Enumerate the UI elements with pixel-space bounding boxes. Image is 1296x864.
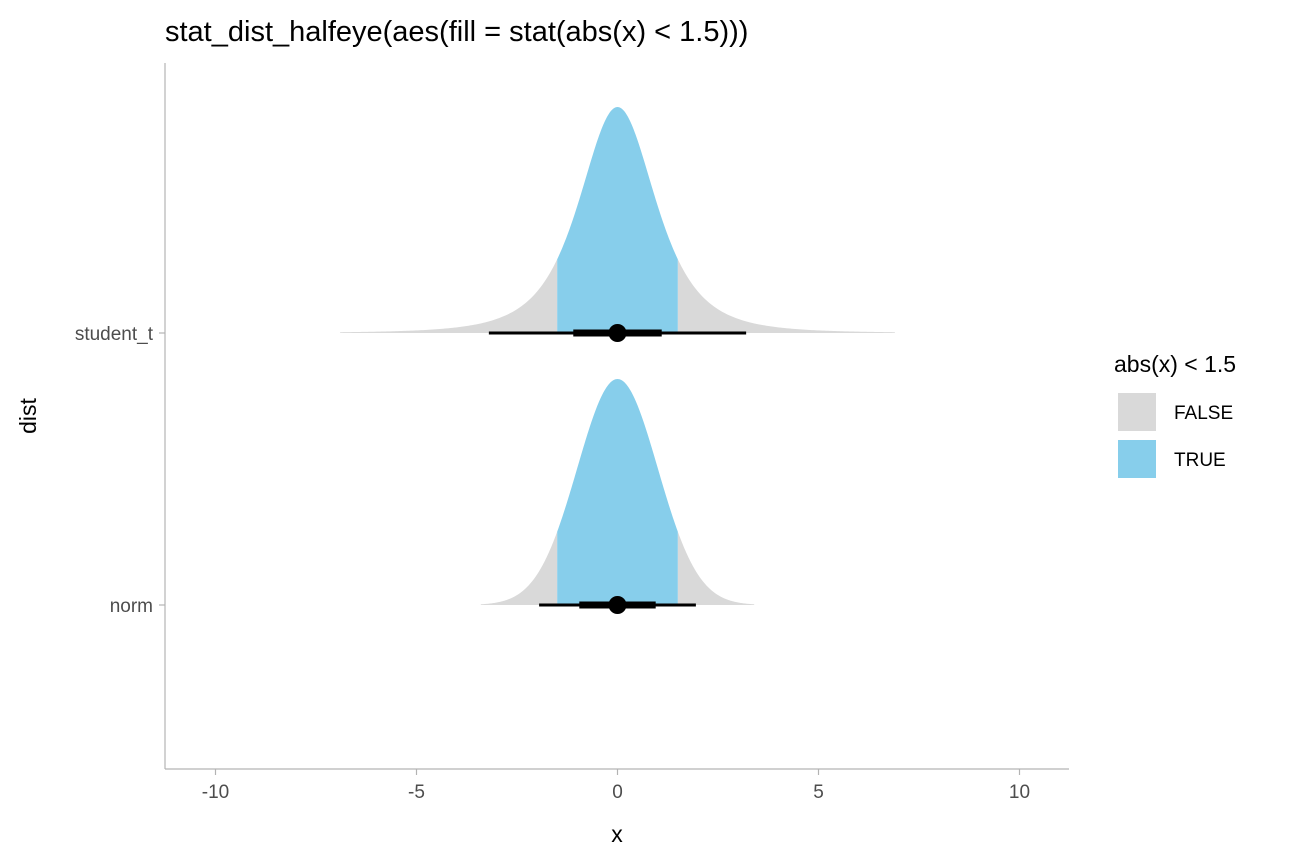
- x-tick-label: 5: [813, 782, 824, 803]
- x-tick-label: 0: [612, 782, 623, 803]
- legend-label-false: FALSE: [1174, 403, 1233, 424]
- legend-label-true: TRUE: [1174, 450, 1226, 471]
- x-tick-label: -5: [408, 782, 425, 803]
- student_t-density-right-tail: [677, 259, 895, 333]
- student_t-density-center: [557, 107, 678, 333]
- student_t-point-estimate: [608, 324, 627, 342]
- x-axis-ticks: -10 -5 0 5 10: [202, 769, 1030, 803]
- legend-swatch-false: [1118, 393, 1156, 431]
- x-axis-title: x: [611, 821, 623, 847]
- x-tick-label: -10: [202, 782, 229, 803]
- y-axis-title: dist: [15, 397, 41, 433]
- norm-density-center: [557, 379, 678, 605]
- plot-area: [340, 107, 895, 614]
- x-tick-label: 10: [1009, 782, 1030, 803]
- student_t-density-left-tail: [340, 259, 558, 333]
- y-tick-label-student_t: student_t: [75, 324, 154, 345]
- y-tick-label-norm: norm: [110, 596, 153, 617]
- legend: abs(x) < 1.5 FALSE TRUE: [1114, 351, 1236, 478]
- chart-title: stat_dist_halfeye(aes(fill = stat(abs(x)…: [165, 16, 748, 48]
- legend-title: abs(x) < 1.5: [1114, 351, 1236, 377]
- norm-density-right-tail: [677, 531, 755, 605]
- norm-point-estimate: [608, 596, 627, 614]
- norm-density-left-tail: [480, 531, 558, 605]
- legend-swatch-true: [1118, 440, 1156, 478]
